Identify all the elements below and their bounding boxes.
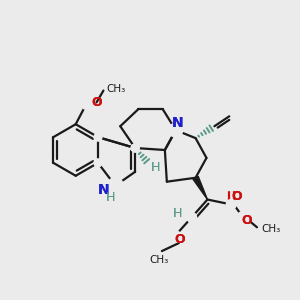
Text: O: O <box>231 190 242 203</box>
Circle shape <box>237 212 249 223</box>
Circle shape <box>226 200 236 209</box>
Circle shape <box>94 133 102 141</box>
Text: CH₃: CH₃ <box>106 84 126 94</box>
Text: O: O <box>242 214 252 227</box>
Circle shape <box>107 178 123 194</box>
Circle shape <box>94 159 102 167</box>
Text: O: O <box>174 233 185 246</box>
Circle shape <box>81 98 92 110</box>
Circle shape <box>131 144 139 152</box>
Text: N: N <box>98 183 109 196</box>
Text: O: O <box>174 233 185 246</box>
Text: H: H <box>106 191 115 204</box>
Text: N: N <box>172 116 184 130</box>
Circle shape <box>169 230 181 242</box>
Text: CH₃: CH₃ <box>149 255 169 265</box>
Text: O: O <box>92 96 102 109</box>
Text: CH₃: CH₃ <box>261 224 280 234</box>
Circle shape <box>131 144 139 152</box>
Circle shape <box>169 123 183 137</box>
Text: O: O <box>242 214 252 227</box>
Text: O: O <box>92 96 102 109</box>
Text: N: N <box>172 116 184 130</box>
Circle shape <box>149 162 161 174</box>
Circle shape <box>187 212 196 222</box>
Text: H: H <box>106 191 115 204</box>
Text: H: H <box>173 207 182 220</box>
Text: H: H <box>173 207 182 220</box>
Text: H: H <box>150 161 160 174</box>
Polygon shape <box>193 176 208 200</box>
Text: N: N <box>98 183 109 196</box>
Text: H: H <box>150 161 160 174</box>
Text: O: O <box>231 190 242 203</box>
